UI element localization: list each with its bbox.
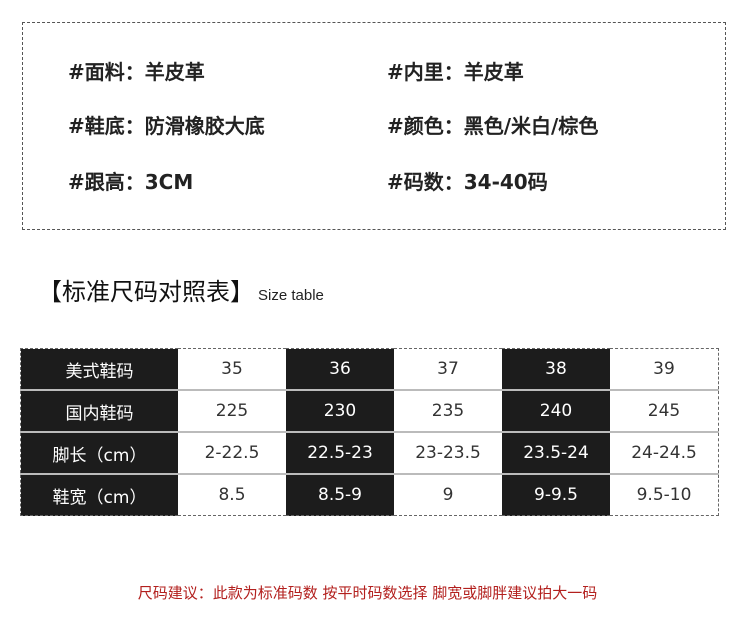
title-cn: 【标准尺码对照表】: [38, 278, 254, 306]
table-cell: 8.5: [218, 485, 246, 505]
table-cell: 23.5-24: [502, 432, 610, 475]
row-header: 脚长（cm）: [20, 432, 178, 475]
table-cell: 37: [394, 348, 502, 391]
table-cell: 36: [286, 348, 394, 391]
size-table-title: 【标准尺码对照表】 Size table: [38, 272, 324, 307]
row-header: 鞋宽（cm）: [20, 474, 178, 516]
table-row: 鞋宽（cm） 8.5 8.5-9 9 9-9.5 9.5-10: [20, 474, 719, 516]
table-cell: 2-22.5: [178, 432, 286, 475]
row-header: 国内鞋码: [20, 390, 178, 433]
table-cell: 23-23.5: [394, 432, 502, 475]
spec-color: #颜色：黑色/米白/棕色: [387, 114, 599, 138]
table-cell: 35: [178, 348, 286, 391]
table-cell: 9: [442, 485, 454, 505]
table-row: 脚长（cm） 2-22.5 22.5-23 23-23.5 23.5-24 24-24.5: [20, 432, 719, 475]
size-table: 美式鞋码 35 36 37 38 39 国内鞋码 225 230 235 240 245 脚长（cm） 2…: [20, 348, 719, 516]
table-cell: 24-24.5: [610, 432, 719, 475]
table-cell: 9-9.5: [502, 474, 610, 516]
size-advice: 尺码建议：此款为标准码数 按平时码数选择 脚宽或脚胖建议拍大一码: [137, 584, 598, 602]
table-row: 美式鞋码 35 36 37 38 39: [20, 348, 719, 391]
table-cell: 22.5-23: [286, 432, 394, 475]
spec-sizes: #码数：34-40码: [387, 170, 548, 194]
table-cell: 9.5-10: [636, 485, 692, 505]
table-cell: 235: [394, 390, 502, 433]
spec-heel: #跟高：3CM: [68, 170, 194, 194]
table-cell: 38: [502, 348, 610, 391]
spec-lining: #内里：羊皮革: [387, 60, 524, 84]
table-cell: 39: [610, 348, 719, 391]
table-row: 国内鞋码 225 230 235 240 245: [20, 390, 719, 433]
title-en: Size table: [258, 287, 324, 304]
table-cell: 240: [502, 390, 610, 433]
table-cell: 230: [286, 390, 394, 433]
specs-box: [22, 22, 726, 230]
table-cell: 8.5-9: [286, 474, 394, 516]
table-cell: 225: [178, 390, 286, 433]
row-header: 美式鞋码: [20, 348, 178, 391]
spec-sole: #鞋底：防滑橡胶大底: [68, 114, 265, 138]
spec-material: #面料：羊皮革: [68, 60, 205, 84]
table-cell: 245: [610, 390, 719, 433]
